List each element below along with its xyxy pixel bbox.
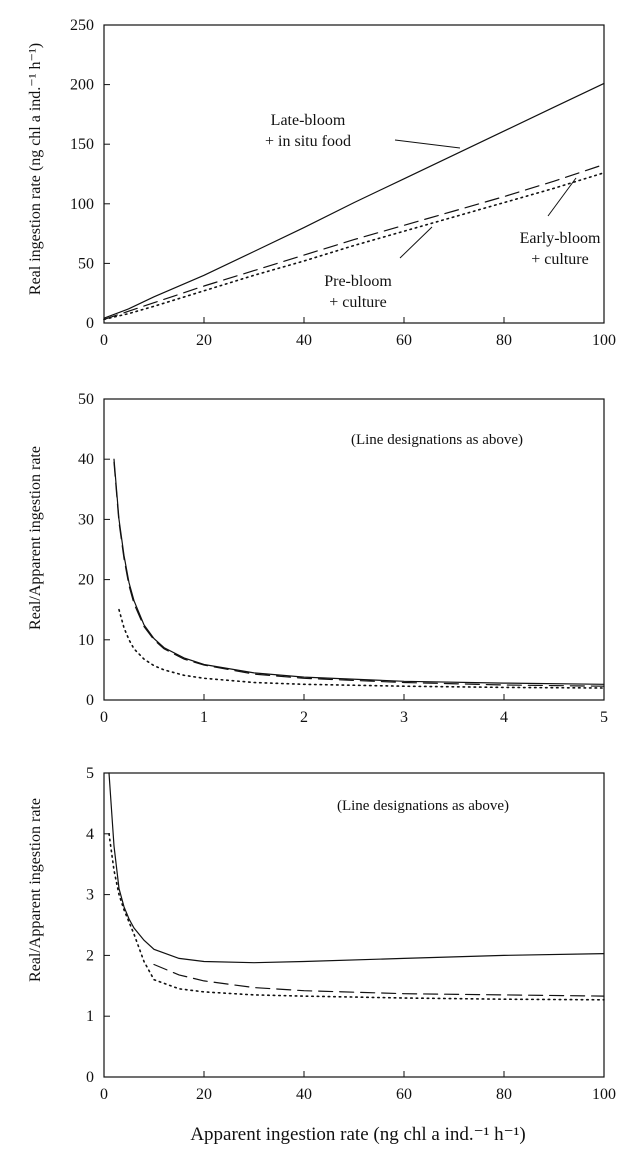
y-tick-label: 40 [78,451,94,468]
y-tick-label: 10 [78,632,94,649]
y-tick-label: 100 [70,196,94,213]
x-tick-label: 60 [396,332,412,349]
x-tick-label: 40 [296,332,312,349]
y-tick-label: 0 [86,315,94,332]
series-line-solid [108,772,605,964]
y-tick-label: 4 [86,826,94,843]
annotation-leader [399,226,433,259]
y-tick-label: 250 [70,17,94,34]
x-tick-label: 0 [100,332,108,349]
x-tick-label: 0 [100,709,108,726]
y-tick-label: 0 [86,692,94,709]
panel-middle-annotation: (Line designations as above) [351,432,523,448]
x-tick-label: 100 [592,1086,616,1103]
x-tick-label: 20 [196,332,212,349]
y-tick-label: 3 [86,887,94,904]
y-tick-label: 50 [78,255,94,272]
y-tick-label: 5 [86,765,94,782]
y-tick-label: 50 [78,391,94,408]
annotation-leader [394,139,461,149]
series-line-dotted [118,608,605,689]
x-tick-label: 5 [600,709,608,726]
panel-top-ylabel: Real ingestion rate (ng chl a ind.⁻¹ h⁻¹… [27,43,44,295]
plot-frame [103,772,605,1078]
y-tick-label: 2 [86,947,94,964]
x-tick-label: 60 [396,1086,412,1103]
series-annotation: + in situ food [265,133,351,150]
x-tick-label: 40 [296,1086,312,1103]
x-tick-label: 100 [592,332,616,349]
y-tick-label: 200 [70,77,94,94]
y-tick-label: 20 [78,572,94,589]
annotation-leader [547,177,577,217]
x-tick-label: 0 [100,1086,108,1103]
x-tick-label: 4 [500,709,508,726]
y-tick-label: 0 [86,1069,94,1086]
series-line-solid [113,458,605,685]
series-annotation: + culture [531,251,588,268]
panel-middle-ylabel: Real/Apparent ingestion rate [27,446,44,630]
panel-middle: Real/Apparent ingestion rate (Line desig… [27,391,608,726]
y-tick-label: 1 [86,1008,94,1025]
series-line-dashed [153,963,605,997]
x-tick-label: 2 [300,709,308,726]
series-line-solid [103,82,605,319]
series-line-dotted [103,172,605,321]
plot-frame [103,398,605,701]
series-annotation: + culture [329,294,386,311]
panel-bottom-annotation: (Line designations as above) [337,798,509,814]
panel-bottom-ylabel: Real/Apparent ingestion rate [27,798,44,982]
figure-xlabel: Apparent ingestion rate (ng chl a ind.⁻¹… [190,1124,525,1145]
series-line-dotted [108,832,605,1001]
y-tick-label: 150 [70,136,94,153]
x-tick-label: 1 [200,709,208,726]
series-annotation: Early-bloom [520,230,601,247]
y-tick-label: 30 [78,511,94,528]
x-tick-label: 20 [196,1086,212,1103]
panel-top: Real ingestion rate (ng chl a ind.⁻¹ h⁻¹… [27,17,616,349]
plot-frame [103,24,605,324]
panel-bottom: Real/Apparent ingestion rate (Line desig… [27,765,616,1103]
x-tick-label: 3 [400,709,408,726]
series-annotation: Pre-bloom [324,273,392,290]
series-line-dashed [103,163,605,320]
x-tick-label: 80 [496,332,512,349]
series-annotation: Late-bloom [271,112,346,129]
series-line-dashed [113,461,605,687]
x-tick-label: 80 [496,1086,512,1103]
